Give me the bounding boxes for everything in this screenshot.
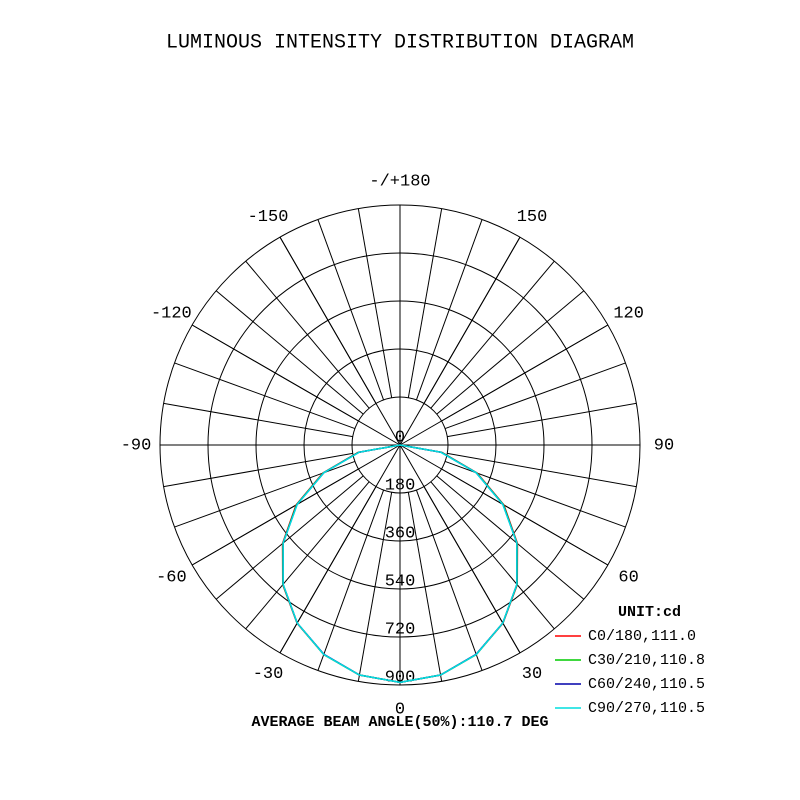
angle-tick-label: 0	[395, 700, 405, 719]
angle-grid-line	[191, 324, 401, 446]
legend-label: C60/240,110.5	[588, 676, 705, 693]
angle-tick-label: 120	[613, 304, 644, 323]
angle-tick-label: -120	[151, 304, 192, 323]
angle-grid-line	[399, 444, 521, 654]
footer-note: AVERAGE BEAM ANGLE(50%):110.7 DEG	[251, 714, 548, 731]
angle-tick-label: 60	[618, 568, 638, 587]
angle-grid-line	[279, 236, 401, 446]
chart-title: LUMINOUS INTENSITY DISTRIBUTION DIAGRAM	[166, 31, 634, 54]
series-curve	[282, 444, 518, 684]
angle-tick-label: -60	[156, 568, 187, 587]
angle-tick-label: 90	[654, 436, 674, 455]
legend-label: C0/180,111.0	[588, 628, 696, 645]
angle-grid-line	[399, 236, 521, 446]
angle-tick-label: 150	[517, 208, 548, 227]
unit-label: UNIT:cd	[618, 604, 681, 621]
angle-grid-line	[279, 444, 401, 654]
angle-grid-line	[399, 324, 609, 446]
angle-tick-label: -30	[253, 665, 284, 684]
legend-label: C90/270,110.5	[588, 700, 705, 717]
angle-tick-label: -/+180	[369, 172, 430, 191]
angle-tick-label: -90	[121, 436, 152, 455]
angle-tick-label: -150	[248, 208, 289, 227]
legend-label: C30/210,110.8	[588, 652, 705, 669]
angle-tick-label: 30	[522, 665, 542, 684]
